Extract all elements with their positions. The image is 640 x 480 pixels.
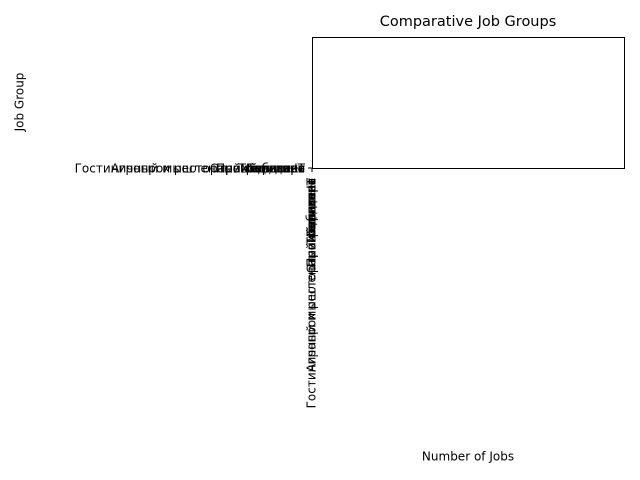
plot-frame [312, 37, 625, 169]
y-tick-label: IT [294, 162, 306, 176]
x-tick-label: Медицина [305, 178, 319, 243]
y-tick-label: Агропромышленный комплекс [111, 162, 305, 176]
y-tick-label: Гостиничный и ресторанный бизнес [75, 162, 305, 176]
chart-title: Comparative Job Groups [380, 14, 557, 30]
x-tick-label: IT [305, 177, 319, 189]
x-tick-label: Агропромышленный комплекс [305, 178, 319, 372]
x-tick-label: Строительство [305, 178, 319, 273]
y-axis-label: Job Group [13, 73, 27, 133]
x-axis-label: Number of Jobs [422, 450, 514, 464]
y-tick-label: Торговля [246, 162, 305, 176]
y-tick-label: Медицина [240, 162, 305, 176]
y-tick-label: Производство [216, 162, 305, 176]
x-tick-label: Гостиничный и ресторанный бизнес [305, 178, 319, 408]
y-tick-label: Транспорт [237, 162, 305, 176]
x-tick-label: Производство [305, 178, 319, 267]
y-tick-label: Строительство [210, 162, 305, 176]
x-tick-label: Торговля [305, 178, 319, 237]
x-tick-label: Транспорт [305, 178, 319, 246]
